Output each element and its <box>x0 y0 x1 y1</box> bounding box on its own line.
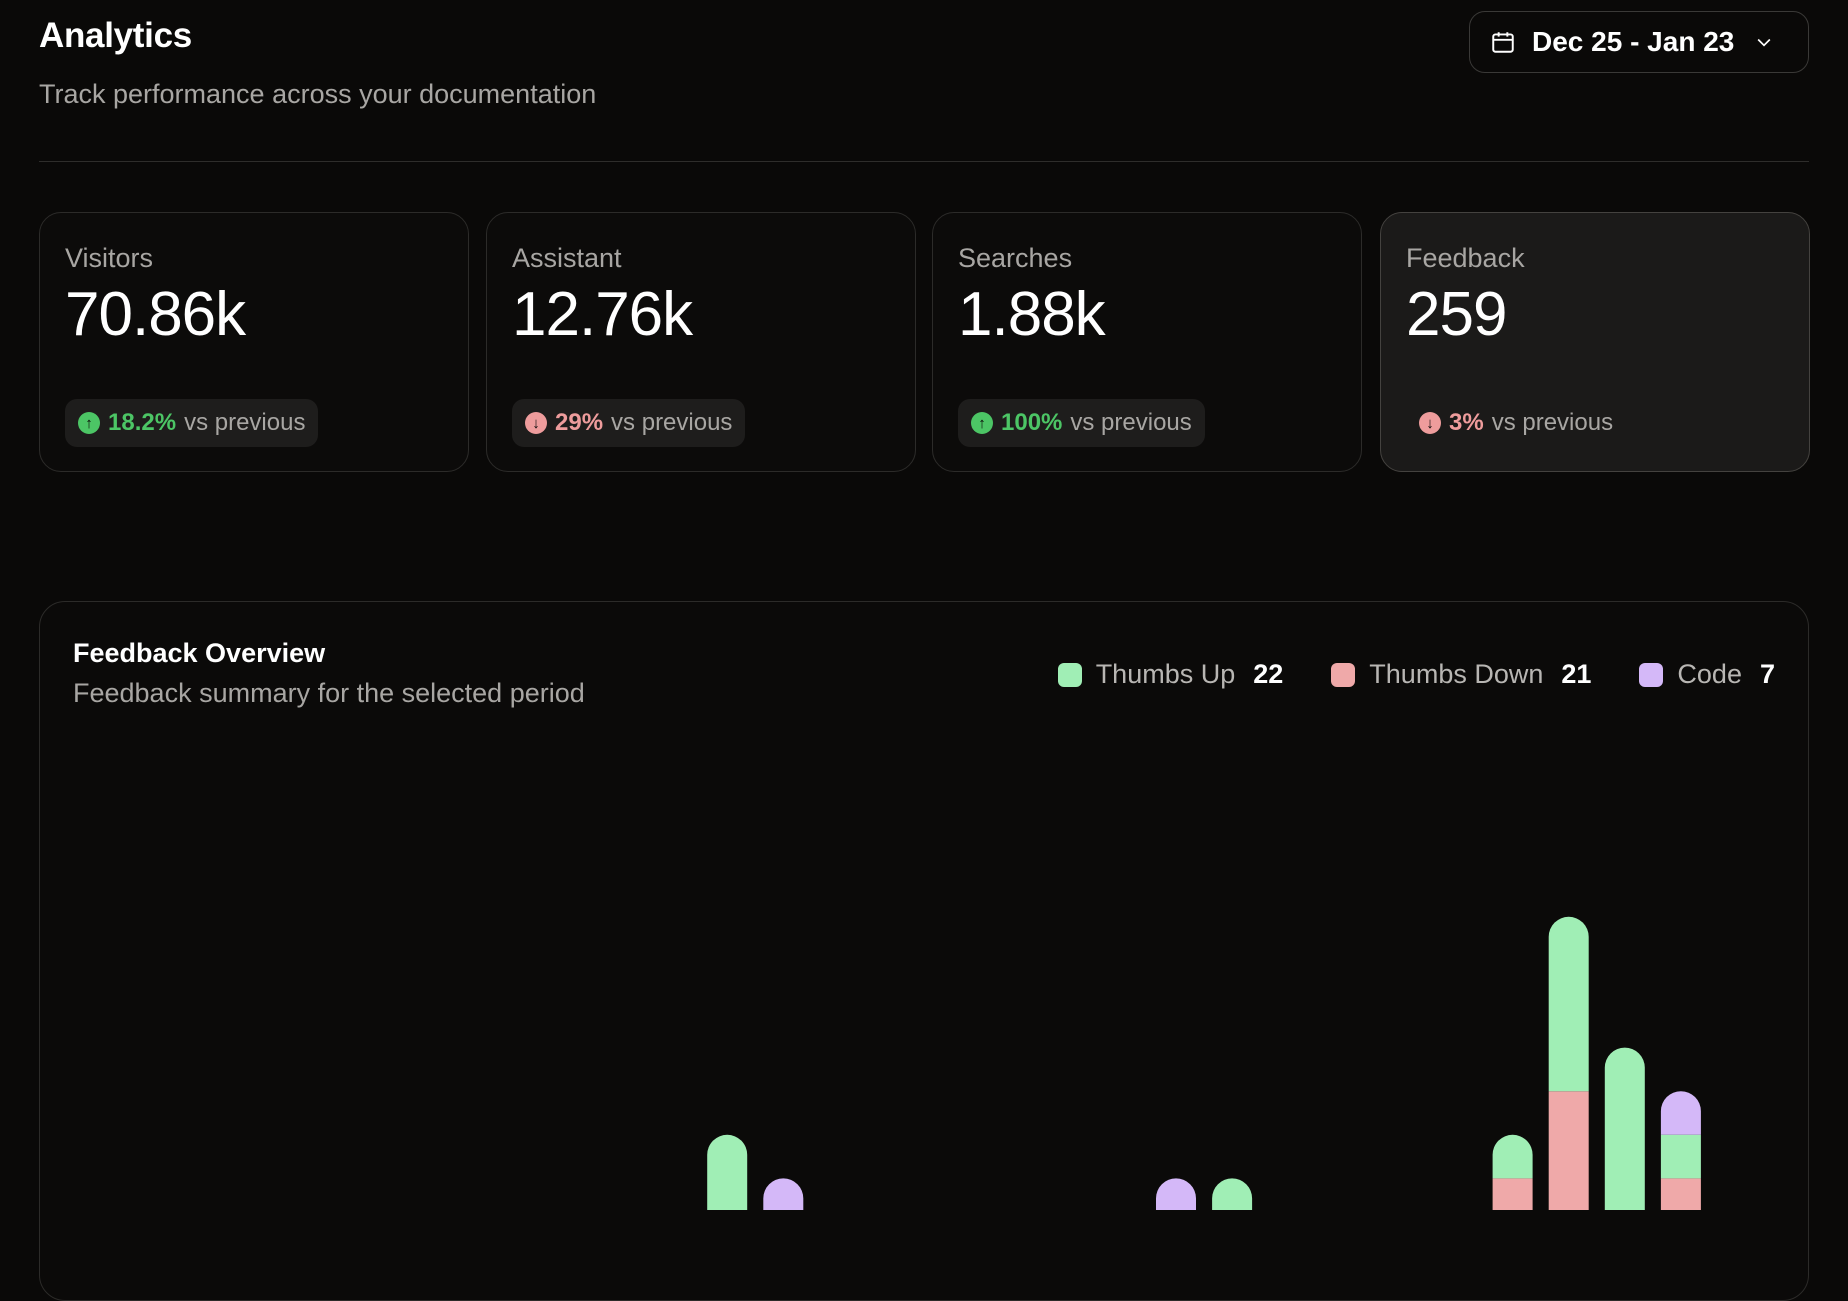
stat-label: Visitors <box>65 243 154 273</box>
change-suffix: vs previous <box>1070 409 1192 436</box>
calendar-icon <box>1492 32 1514 53</box>
page-title: Analytics <box>39 16 192 55</box>
bar-thumbs-up[interactable] <box>1492 1134 1533 1179</box>
change-badge: ↓ 29% vs previous <box>512 399 746 447</box>
stat-label: Assistant <box>512 243 622 273</box>
legend-count: 7 <box>1759 659 1775 689</box>
stat-value: 12.76k <box>512 280 693 349</box>
change-suffix: vs previous <box>184 409 306 436</box>
thumbs-down-swatch <box>1331 662 1356 687</box>
stat-card-assistant[interactable]: Assistant 12.76k ↓ 29% vs previous <box>486 212 916 472</box>
bar-thumbs-up[interactable] <box>1660 1134 1701 1179</box>
stat-value: 1.88k <box>958 280 1106 349</box>
change-percent: 18.2% <box>108 409 177 436</box>
bar-thumbs-up[interactable] <box>707 1134 748 1210</box>
chart-legend: Thumbs Up 22 Thumbs Down 21 Code 7 <box>1057 659 1775 690</box>
arrow-down-circle-icon: ↓ <box>1419 412 1441 434</box>
feedback-bar-chart <box>707 916 1701 1210</box>
header-divider <box>39 161 1809 162</box>
legend-label: Code <box>1677 659 1742 689</box>
date-range-label: Dec 25 - Jan 23 <box>1532 26 1735 57</box>
arrow-up-circle-icon: ↑ <box>78 412 100 434</box>
bar-code[interactable] <box>1660 1091 1701 1135</box>
change-badge: ↓ 3% vs previous <box>1406 399 1626 447</box>
stat-card-visitors[interactable]: Visitors 70.86k ↑ 18.2% vs previous <box>39 212 469 472</box>
legend-thumbs-down[interactable]: Thumbs Down 21 <box>1331 659 1591 690</box>
legend-count: 22 <box>1253 659 1284 689</box>
bar-thumbs-down[interactable] <box>1492 1178 1533 1210</box>
arrow-up-circle-icon: ↑ <box>971 412 993 434</box>
bar-code[interactable] <box>763 1178 804 1210</box>
code-swatch <box>1639 662 1664 687</box>
chevron-down-icon <box>1757 38 1771 47</box>
thumbs-up-swatch <box>1057 662 1082 687</box>
change-badge: ↑ 100% vs previous <box>958 399 1205 447</box>
legend-label: Thumbs Down <box>1369 659 1544 689</box>
date-range-picker[interactable]: Dec 25 - Jan 23 <box>1469 11 1809 73</box>
legend-label: Thumbs Up <box>1095 659 1236 689</box>
stat-label: Feedback <box>1406 243 1525 273</box>
stat-value: 70.86k <box>65 280 246 349</box>
bar-thumbs-down[interactable] <box>1660 1178 1701 1210</box>
bar-thumbs-down[interactable] <box>1548 1091 1589 1210</box>
chart-subtitle: Feedback summary for the selected period <box>73 678 585 708</box>
change-percent: 100% <box>1001 409 1063 436</box>
change-percent: 29% <box>555 409 604 436</box>
change-badge: ↑ 18.2% vs previous <box>65 399 319 447</box>
change-suffix: vs previous <box>1491 409 1614 436</box>
arrow-down-circle-icon: ↓ <box>525 412 547 434</box>
stat-value: 259 <box>1406 280 1507 349</box>
bar-thumbs-up[interactable] <box>1212 1178 1253 1210</box>
bar-code[interactable] <box>1156 1178 1196 1210</box>
page-subtitle: Track performance across your documentat… <box>39 79 597 109</box>
change-percent: 3% <box>1449 409 1484 436</box>
stat-label: Searches <box>958 243 1073 273</box>
stat-card-searches[interactable]: Searches 1.88k ↑ 100% vs previous <box>932 212 1362 472</box>
bar-thumbs-up[interactable] <box>1548 916 1589 1092</box>
change-suffix: vs previous <box>611 409 733 436</box>
legend-code[interactable]: Code 7 <box>1639 659 1775 690</box>
legend-thumbs-up[interactable]: Thumbs Up 22 <box>1057 659 1284 690</box>
stat-card-feedback[interactable]: Feedback 259 ↓ 3% vs previous <box>1380 212 1810 472</box>
legend-count: 21 <box>1561 659 1592 689</box>
bar-thumbs-up[interactable] <box>1604 1047 1645 1210</box>
chart-title: Feedback Overview <box>73 638 326 668</box>
